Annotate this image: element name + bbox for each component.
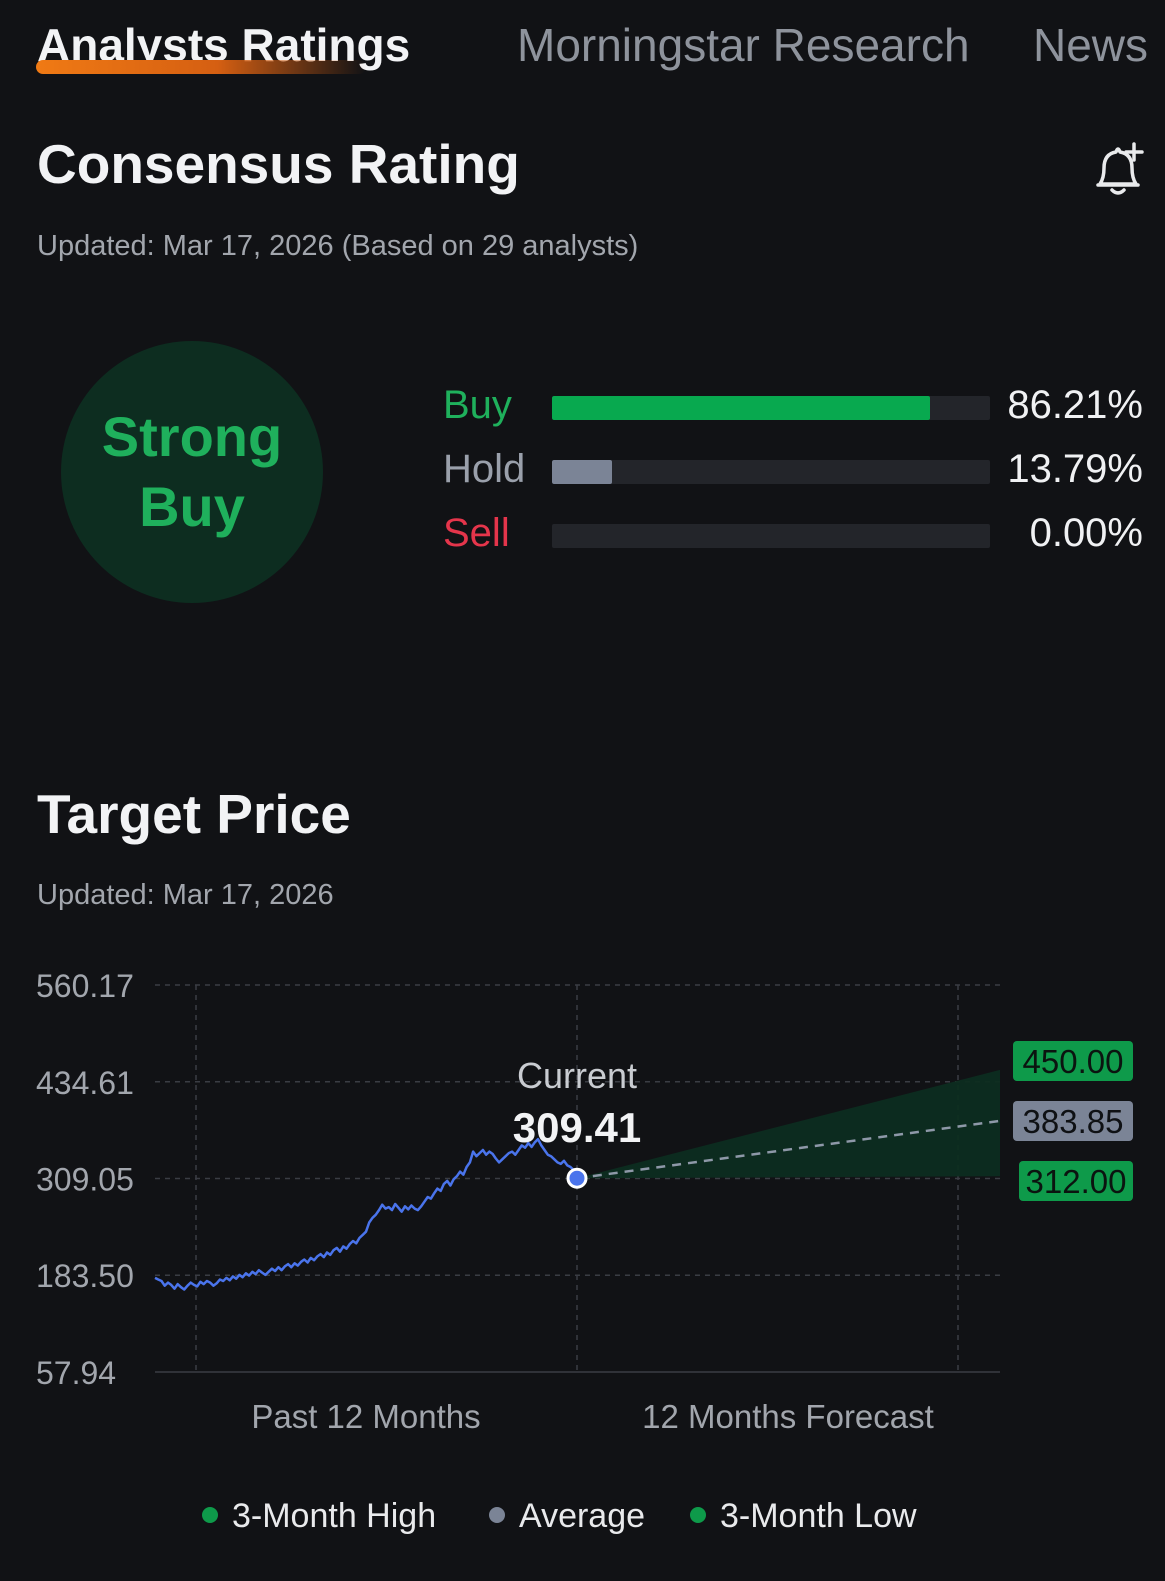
legend-dot [489, 1507, 505, 1524]
legend-item-high: 3-Month High [202, 1497, 436, 1536]
active-tab-indicator [36, 60, 366, 74]
legend-dot [202, 1507, 218, 1524]
current-value-label: 309.41 [513, 1104, 641, 1151]
tab-bar: Analysts Ratings Morningstar Research Ne… [0, 0, 1165, 100]
legend-label: 3-Month High [232, 1497, 437, 1535]
current-price-dot [566, 1167, 588, 1189]
tab-news[interactable]: News [1033, 19, 1149, 71]
y-tick-label: 434.61 [36, 1065, 134, 1101]
rating-bar-sell: Sell 0.00% [443, 511, 1143, 561]
bar-label: Buy [443, 383, 512, 427]
consensus-updated: Updated: Mar 17, 2026 (Based on 29 analy… [37, 230, 639, 262]
y-tick-label: 183.50 [36, 1258, 134, 1294]
bar-track [552, 524, 990, 548]
target-price-updated: Updated: Mar 17, 2026 [37, 879, 334, 911]
bar-value: 86.21% [1007, 383, 1143, 427]
y-tick-label: 57.94 [36, 1355, 116, 1391]
bar-label: Hold [443, 447, 526, 491]
forecast-average-tag-label: 383.85 [1023, 1103, 1124, 1140]
legend-label: Average [519, 1497, 646, 1535]
forecast-average-line [576, 1119, 1001, 1180]
forecast-low-tag-bg [1019, 1161, 1133, 1201]
bar-value: 13.79% [1007, 447, 1143, 491]
forecast-high-tag-label: 450.00 [1023, 1043, 1124, 1080]
bar-label: Sell [443, 511, 510, 555]
y-tick-label: 309.05 [36, 1162, 134, 1198]
target-price-chart: 560.17 434.61 309.05 183.50 57.94 Current 309.… [36, 968, 1133, 1435]
consensus-rating-title: Consensus Rating [37, 133, 520, 195]
price-history-line [154, 1137, 579, 1291]
rating-text-line1: Strong [101, 405, 283, 468]
y-tick-label: 560.17 [36, 968, 134, 1004]
forecast-range-area [577, 1069, 1000, 1179]
bar-value: 0.00% [1029, 511, 1143, 555]
tab-morningstar-research[interactable]: Morningstar Research [517, 19, 970, 71]
rating-text-line2: Buy [139, 475, 245, 538]
chart-legend: 3-Month High Average 3-Month Low [0, 1497, 1165, 1547]
forecast-low-tag-label: 312.00 [1026, 1163, 1127, 1200]
legend-item-low: 3-Month Low [690, 1497, 917, 1536]
target-price-title: Target Price [37, 783, 351, 845]
bar-track [552, 460, 990, 484]
x-label-forecast: 12 Months Forecast [642, 1398, 934, 1435]
forecast-average-tag-bg [1013, 1101, 1133, 1141]
bar-fill [552, 396, 930, 420]
consensus-rating-badge: Strong Buy [61, 341, 323, 603]
bell-plus-icon[interactable] [1090, 140, 1146, 200]
bar-track [552, 396, 990, 420]
bar-fill [552, 460, 613, 484]
rating-bar-buy: Buy 86.21% [443, 383, 1143, 433]
x-label-past: Past 12 Months [251, 1398, 480, 1435]
current-label: Current [517, 1055, 637, 1096]
rating-bar-hold: Hold 13.79% [443, 447, 1143, 497]
legend-item-average: Average [489, 1497, 645, 1536]
legend-dot [690, 1507, 706, 1524]
legend-label: 3-Month Low [720, 1497, 917, 1535]
forecast-high-tag-bg [1013, 1041, 1133, 1081]
